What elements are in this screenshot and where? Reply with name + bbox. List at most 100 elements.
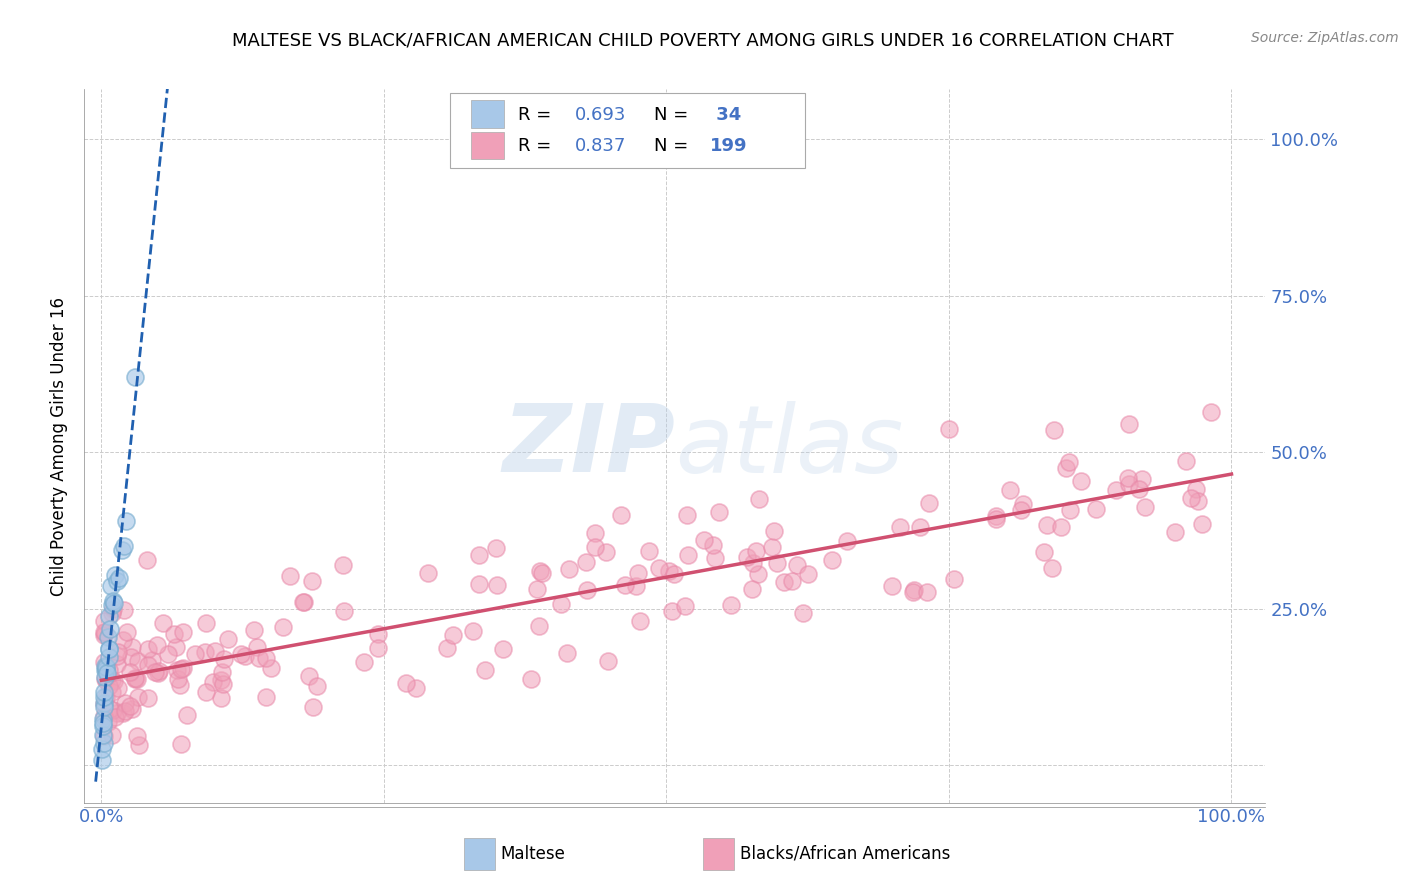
Text: 199: 199 [710, 136, 748, 155]
Point [676, 548, 699, 562]
Text: Source: ZipAtlas.com: Source: ZipAtlas.com [1251, 31, 1399, 45]
Point [93, 715, 115, 730]
Point [520, 672, 543, 686]
Point [112, 603, 135, 617]
Point [555, 646, 578, 660]
Point [93, 615, 115, 629]
Point [835, 533, 858, 548]
Point [529, 619, 551, 633]
Text: ZIP: ZIP [502, 400, 675, 492]
Point [169, 662, 191, 676]
Point [307, 679, 329, 693]
Point [94, 690, 117, 704]
Point [105, 649, 128, 664]
Point [301, 574, 323, 589]
Point [1187, 494, 1209, 508]
Point [1000, 483, 1022, 497]
Point [1036, 518, 1059, 533]
Point [648, 561, 671, 575]
Point [118, 699, 141, 714]
Point [254, 651, 277, 665]
Point [127, 729, 149, 743]
Point [93, 730, 115, 744]
Point [353, 655, 375, 669]
Point [492, 642, 515, 657]
Point [98, 608, 121, 623]
Point [118, 665, 141, 679]
Point [229, 647, 252, 661]
Point [114, 696, 136, 710]
Text: 34: 34 [710, 105, 741, 124]
Point [882, 578, 904, 592]
Point [201, 674, 224, 689]
Point [550, 598, 572, 612]
Y-axis label: Child Poverty Among Girls Under 16: Child Poverty Among Girls Under 16 [51, 296, 69, 596]
Point [97, 663, 120, 677]
Point [1175, 453, 1198, 467]
Point [943, 572, 966, 586]
Point [1128, 483, 1150, 497]
Point [115, 514, 138, 528]
Point [93, 736, 115, 750]
Point [217, 632, 239, 647]
Point [889, 520, 911, 534]
Point [127, 690, 149, 705]
Point [1070, 474, 1092, 488]
Point [901, 585, 924, 599]
Point [101, 593, 124, 607]
Point [762, 524, 785, 538]
Point [693, 533, 716, 547]
Point [125, 673, 148, 687]
Point [247, 650, 270, 665]
Point [98, 650, 121, 665]
Point [260, 661, 283, 675]
Point [105, 657, 128, 672]
Point [486, 577, 509, 591]
Point [105, 574, 128, 589]
Point [938, 422, 960, 436]
Point [630, 614, 652, 628]
Point [166, 663, 188, 677]
Point [212, 652, 235, 666]
Point [558, 562, 581, 576]
Point [97, 715, 120, 730]
Point [194, 616, 217, 631]
Point [172, 661, 194, 675]
Point [136, 553, 159, 567]
Point [124, 671, 146, 685]
Point [145, 638, 167, 652]
Point [94, 663, 117, 677]
Point [720, 599, 742, 613]
Point [638, 544, 661, 558]
Point [104, 710, 127, 724]
Point [169, 678, 191, 692]
Point [658, 564, 681, 578]
Point [91, 712, 114, 726]
Point [136, 691, 159, 706]
Point [609, 508, 631, 522]
Point [233, 648, 256, 663]
Point [107, 645, 129, 659]
Point [821, 553, 844, 567]
Point [211, 665, 233, 679]
Text: atlas: atlas [675, 401, 903, 491]
Point [1185, 482, 1208, 496]
Point [761, 541, 783, 555]
Point [93, 698, 115, 712]
Point [98, 680, 121, 694]
Point [1118, 417, 1140, 431]
Point [735, 549, 758, 564]
Point [194, 645, 217, 659]
Point [104, 567, 127, 582]
Point [209, 673, 232, 688]
Point [152, 615, 174, 630]
Point [530, 566, 553, 580]
Point [148, 665, 170, 679]
Point [1180, 491, 1202, 505]
Point [108, 571, 131, 585]
Point [111, 633, 134, 648]
Point [367, 626, 389, 640]
Point [485, 541, 508, 555]
Point [148, 665, 170, 680]
Point [576, 583, 599, 598]
